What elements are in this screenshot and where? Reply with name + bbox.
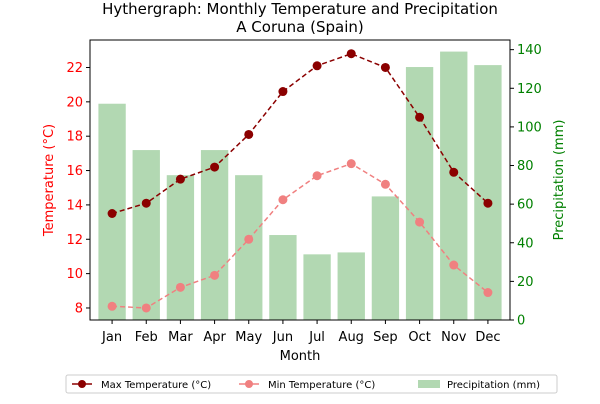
left-axis-label: Temperature (°C) bbox=[42, 124, 57, 237]
left-tick-label: 22 bbox=[66, 61, 83, 76]
x-tick-label-dec: Dec bbox=[475, 330, 500, 345]
right-tick-label: 40 bbox=[517, 236, 534, 251]
max-temp-point-dec bbox=[483, 198, 493, 208]
left-tick-label: 10 bbox=[66, 267, 83, 282]
precipitation-bar-aug bbox=[337, 252, 365, 320]
min-temp-point-feb bbox=[141, 303, 151, 313]
max-temp-legend-label: Max Temperature (°C) bbox=[101, 380, 211, 391]
temperature-lines bbox=[107, 49, 493, 313]
left-tick-label: 14 bbox=[66, 198, 83, 213]
chart-subtitle: A Coruna (Spain) bbox=[236, 18, 363, 36]
min-temp-point-may bbox=[244, 234, 254, 244]
x-tick-label-nov: Nov bbox=[441, 330, 467, 345]
x-tick-label-may: May bbox=[235, 330, 262, 345]
left-tick-label: 8 bbox=[75, 301, 83, 316]
min-temp-point-oct bbox=[415, 217, 425, 227]
precipitation-bar-dec bbox=[474, 65, 502, 320]
min-temp-point-sep bbox=[380, 179, 390, 189]
precipitation-bar-nov bbox=[440, 51, 468, 320]
min-temp-point-dec bbox=[483, 288, 493, 298]
right-tick-label: 140 bbox=[517, 43, 542, 58]
precipitation-bars bbox=[98, 51, 502, 320]
min-temp-point-apr bbox=[210, 270, 220, 280]
x-tick-label-jul: Jul bbox=[308, 330, 325, 345]
x-axis-label: Month bbox=[280, 349, 321, 364]
min-temp-point-jul bbox=[312, 171, 322, 181]
right-tick-label: 20 bbox=[517, 275, 534, 290]
precipitation-bar-jul bbox=[303, 254, 331, 320]
x-tick-label-mar: Mar bbox=[168, 330, 193, 345]
x-tick-label-feb: Feb bbox=[135, 330, 158, 345]
precipitation-bar-jun bbox=[269, 235, 297, 320]
right-tick-label: 0 bbox=[517, 314, 525, 329]
plot-area-frame bbox=[89, 39, 511, 321]
precipitation-bar-oct bbox=[405, 67, 434, 320]
right-tick-label: 80 bbox=[517, 159, 534, 174]
right-tick-label: 100 bbox=[517, 120, 542, 135]
min-temp-point-jun bbox=[278, 195, 288, 205]
left-tick-label: 16 bbox=[66, 164, 83, 179]
x-tick-label-jan: Jan bbox=[101, 330, 122, 345]
max-temp-point-jan bbox=[107, 208, 117, 218]
max-temp-point-oct bbox=[415, 112, 425, 122]
precipitation-bar-may bbox=[235, 175, 263, 320]
precipitation-bar-apr bbox=[200, 150, 229, 320]
max-temp-point-may bbox=[244, 129, 254, 139]
max-temp-point-jul bbox=[312, 61, 322, 71]
precipitation-legend-swatch bbox=[418, 380, 440, 388]
precipitation-bar-feb bbox=[132, 150, 160, 320]
chart-title: Hythergraph: Monthly Temperature and Pre… bbox=[102, 0, 498, 18]
max-temp-point-apr bbox=[210, 162, 220, 172]
min-temp-point-aug bbox=[346, 159, 356, 169]
left-tick-label: 20 bbox=[66, 95, 83, 110]
x-tick-label-jun: Jun bbox=[272, 330, 293, 345]
max-temp-legend-marker bbox=[78, 380, 86, 388]
max-temp-point-mar bbox=[175, 174, 185, 184]
left-tick-label: 12 bbox=[66, 233, 83, 248]
min-temp-line bbox=[112, 162, 489, 309]
right-axis-label: Precipitation (mm) bbox=[552, 120, 567, 241]
max-temp-point-aug bbox=[346, 49, 356, 59]
max-temp-point-sep bbox=[380, 62, 390, 72]
right-tick-label: 120 bbox=[517, 82, 542, 97]
left-temperature-axis: 8 10 12 14 16 18 20 22 bbox=[66, 61, 90, 316]
precipitation-legend-label: Precipitation (mm) bbox=[447, 380, 540, 391]
precipitation-bar-sep bbox=[371, 196, 400, 320]
min-temp-point-jan bbox=[107, 301, 117, 311]
left-tick-label: 18 bbox=[66, 130, 83, 145]
min-temp-point-mar bbox=[175, 282, 185, 292]
month-axis: Jan Feb Mar Apr May Jun Jul Aug Sep Oct Nov Dec bbox=[101, 320, 500, 345]
max-temp-point-nov bbox=[449, 167, 459, 177]
min-temp-legend-marker bbox=[245, 380, 253, 388]
max-temp-line bbox=[111, 52, 489, 215]
max-temp-point-jun bbox=[278, 87, 288, 97]
right-tick-label: 60 bbox=[517, 198, 534, 213]
x-tick-label-apr: Apr bbox=[203, 330, 226, 345]
precipitation-bar-mar bbox=[166, 175, 195, 320]
right-precipitation-axis: 0 20 40 60 80 100 120 140 bbox=[510, 43, 542, 329]
max-temp-point-feb bbox=[141, 198, 151, 208]
min-temp-legend-label: Min Temperature (°C) bbox=[268, 380, 375, 391]
legend-frame bbox=[65, 374, 558, 394]
x-tick-label-oct: Oct bbox=[408, 330, 430, 345]
chart-legend: Max Temperature (°C) Min Temperature (°C)… bbox=[65, 374, 558, 394]
min-temp-point-nov bbox=[449, 260, 459, 270]
x-tick-label-aug: Aug bbox=[339, 330, 364, 345]
x-tick-label-sep: Sep bbox=[373, 330, 398, 345]
